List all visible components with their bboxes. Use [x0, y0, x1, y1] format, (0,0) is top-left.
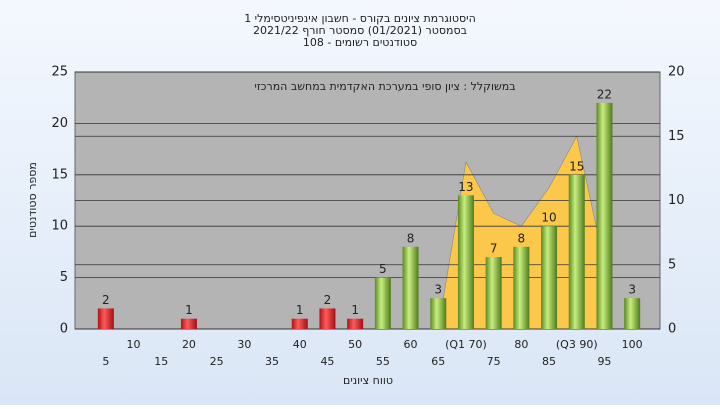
x-tick-label: 20 [182, 338, 196, 351]
x-axis-label: טווח ציונים [343, 374, 393, 387]
y-tick-label: 5 [60, 270, 68, 285]
x-tick-label: 75 [487, 355, 501, 368]
bar [624, 298, 641, 329]
x-tick-label: 30 [237, 338, 251, 351]
value-label: 2 [102, 293, 110, 307]
bar [513, 246, 530, 329]
value-label: 10 [541, 211, 556, 225]
value-label: 22 [597, 87, 612, 101]
bar [457, 195, 474, 329]
value-label: 8 [518, 231, 526, 245]
value-label: 13 [458, 180, 473, 194]
bar [319, 308, 336, 329]
y-tick-label: 0 [60, 322, 68, 337]
x-tick-label: 55 [376, 355, 390, 368]
x-tick-label: 85 [542, 355, 556, 368]
x-tick-label: 100 [622, 338, 643, 351]
x-tick-label: 60 [404, 338, 418, 351]
x-tick-label: 5 [102, 355, 109, 368]
y2-tick-label: 0 [668, 322, 676, 337]
y2-tick-label: 10 [668, 193, 685, 208]
y2-tick-label: 5 [668, 257, 676, 272]
value-label: 3 [628, 283, 636, 297]
x-tick-label: 95 [597, 355, 611, 368]
bar [568, 174, 585, 329]
value-label: 1 [185, 303, 193, 317]
x-tick-label: 50 [348, 338, 362, 351]
y2-tick-label: 15 [668, 129, 685, 144]
value-label: 7 [490, 242, 498, 256]
value-label: 3 [434, 283, 442, 297]
y-tick-label: 15 [51, 167, 68, 182]
x-tick-label: 25 [210, 355, 224, 368]
bar [485, 257, 502, 329]
x-tick-label: 35 [265, 355, 279, 368]
chart-title: סטודנטים רשומים - 108 [303, 36, 417, 49]
y-axis-label: מספר סטודנטים [26, 162, 39, 238]
x-tick-label: 15 [154, 355, 168, 368]
value-label: 1 [296, 303, 304, 317]
bar [541, 226, 558, 329]
value-label: 1 [351, 303, 359, 317]
bar [180, 318, 197, 329]
x-tick-label: 40 [293, 338, 307, 351]
bar [97, 308, 114, 329]
chart-title: היסטוגרמת ציונים בקורס - חשבון אינפיניטס… [244, 12, 476, 25]
chart-title: בסמסטר (01/2021) סמסטר חורף 2021/22 [253, 24, 467, 37]
bar [347, 318, 364, 329]
y-tick-label: 20 [51, 116, 68, 131]
x-tick-label: 10 [127, 338, 141, 351]
y-tick-label: 25 [51, 65, 68, 80]
bar [291, 318, 308, 329]
bar [374, 277, 391, 329]
x-tick-label: (Q3 90) [556, 338, 598, 351]
x-tick-label: 45 [320, 355, 334, 368]
y-tick-label: 10 [51, 219, 68, 234]
value-label: 15 [569, 159, 584, 173]
bar [596, 102, 613, 329]
bar [430, 298, 447, 329]
bar [402, 246, 419, 329]
x-tick-label: 65 [431, 355, 445, 368]
annotation: במשוקלל : ציון סופי במערכת האקדמית במחשב… [254, 80, 515, 93]
y2-tick-label: 20 [668, 65, 685, 80]
value-label: 5 [379, 262, 387, 276]
value-label: 8 [407, 231, 415, 245]
x-tick-label: (Q1 70) [445, 338, 487, 351]
value-label: 2 [324, 293, 332, 307]
x-tick-label: 80 [514, 338, 528, 351]
